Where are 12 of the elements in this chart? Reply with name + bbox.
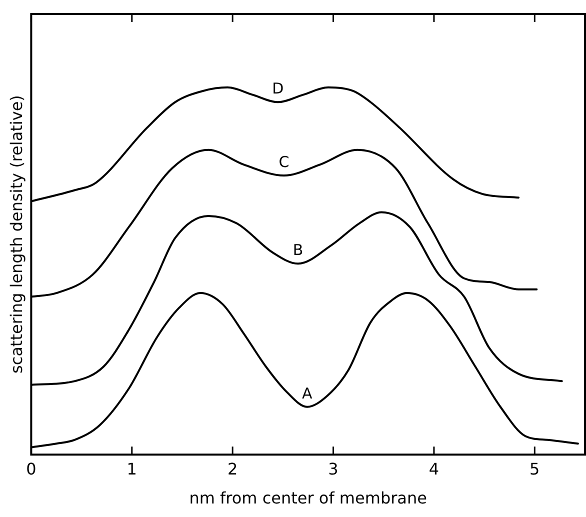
x-tick-label: 5 xyxy=(530,459,540,478)
x-tick-label: 2 xyxy=(227,459,238,478)
series-label: B xyxy=(292,241,304,260)
series-label: D xyxy=(272,80,284,98)
x-tick-label: 4 xyxy=(428,459,440,478)
x-tick-label: 3 xyxy=(328,459,338,478)
x-tick-label: 0 xyxy=(26,459,36,478)
x-tick-label: 1 xyxy=(126,459,137,478)
x-axis-title: nm from center of membrane xyxy=(189,488,427,508)
y-axis-title: scattering length density (relative) xyxy=(6,95,26,374)
series-label: A xyxy=(302,384,313,402)
series-label: C xyxy=(278,152,290,171)
